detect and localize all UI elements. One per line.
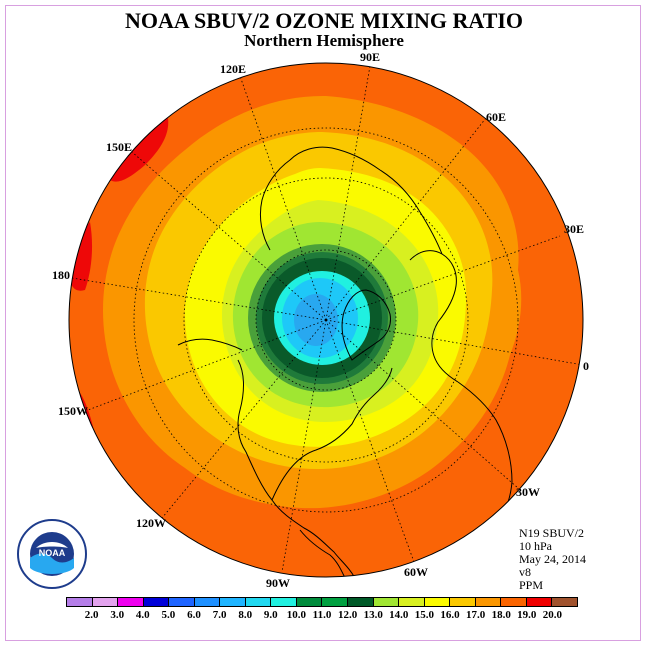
meridian-30w — [325, 319, 519, 489]
lon-label-60w: 60W — [404, 565, 428, 579]
colorbar-swatch — [245, 598, 272, 606]
info-version: v8 — [519, 565, 531, 579]
colorbar-tick-label: 9.0 — [263, 609, 278, 621]
ozone-band-7 — [294, 294, 338, 346]
colorbar-tick-label: 19.0 — [517, 609, 537, 621]
info-block: N19 SBUV/2 10 hPa May 24, 2014 v8 PPM — [519, 527, 586, 592]
meridian-30e — [325, 235, 561, 321]
colorbar-swatch — [296, 598, 323, 606]
meridian-150w — [87, 319, 327, 411]
colorbar-swatch — [67, 598, 93, 606]
map-boundary — [68, 62, 584, 578]
meridian-60w — [325, 319, 415, 563]
parallel-75n — [255, 249, 397, 391]
lon-label-30e: 30E — [564, 222, 585, 236]
coast-alaska — [177, 338, 243, 351]
lon-label-60e: 60E — [486, 110, 507, 124]
meridian-60e — [325, 117, 487, 321]
lon-label-30w: 30W — [516, 485, 540, 499]
noaa-logo: NOAA — [17, 519, 87, 589]
colorbar-swatch — [169, 598, 195, 606]
colorbar-swatch — [424, 598, 451, 606]
colorbar-swatch — [399, 598, 425, 606]
colorbar-swatch — [526, 598, 553, 606]
meridian-120e — [239, 75, 327, 321]
colorbar-swatch — [348, 598, 374, 606]
meridian-90w — [281, 319, 327, 573]
info-satellite: N19 SBUV/2 — [519, 526, 585, 540]
coast-asia — [259, 146, 443, 255]
colorbar-swatch — [373, 598, 400, 606]
colorbar-tick-label: 14.0 — [389, 609, 409, 621]
lon-label-120e: 120E — [220, 62, 247, 76]
lon-label-150w: 150W — [58, 404, 88, 418]
ozone-band-19-pacific-north — [110, 118, 169, 182]
info-units: PPM — [519, 578, 544, 592]
lon-label-180: 180 — [52, 268, 70, 282]
colorbar-tick-label: 12.0 — [337, 609, 358, 621]
colorbar-swatch — [475, 598, 502, 606]
ozone-field — [69, 63, 583, 577]
colorbar-swatch — [322, 598, 349, 606]
colorbar-swatch — [552, 598, 577, 606]
colorbar-tick-label: 10.0 — [286, 609, 307, 621]
colorbar-tick-label: 5.0 — [161, 609, 176, 621]
meridian-120w — [161, 319, 327, 519]
colorbar-tick-label: 16.0 — [440, 609, 460, 621]
colorbar — [66, 597, 578, 607]
coast-north-america — [237, 359, 393, 577]
colorbar-swatch — [450, 598, 476, 606]
lon-label-150e: 150E — [106, 140, 133, 154]
colorbar-swatch — [143, 598, 170, 606]
map-subtitle: Northern Hemisphere — [244, 31, 404, 50]
meridian-180 — [71, 277, 327, 321]
parallel-60n — [183, 177, 469, 463]
colorbar-swatch — [501, 598, 527, 606]
meridian-90e — [325, 65, 371, 321]
lon-label-90w: 90W — [266, 576, 290, 590]
meridian-0 — [325, 319, 583, 366]
info-pressure: 10 hPa — [519, 539, 552, 553]
colorbar-tick-label: 8.0 — [238, 609, 253, 621]
colorbar-tick-label: 18.0 — [491, 609, 511, 621]
colorbar-swatch — [220, 598, 246, 606]
colorbar-tick-label: 2.0 — [84, 609, 99, 621]
colorbar-tick-label: 7.0 — [212, 609, 227, 621]
meridian-150e — [131, 151, 327, 321]
map-title: NOAA SBUV/2 OZONE MIXING RATIO — [124, 8, 524, 33]
colorbar-tick-label: 4.0 — [135, 609, 150, 621]
colorbar-swatch — [118, 598, 144, 606]
lon-label-120w: 120W — [136, 516, 166, 530]
colorbar-tick-label: 20.0 — [542, 609, 563, 621]
info-date: May 24, 2014 — [519, 552, 586, 566]
coast-central-america — [299, 529, 347, 577]
lon-label-0: 0 — [583, 359, 589, 373]
coastlines — [177, 146, 513, 577]
coast-europe — [409, 250, 459, 383]
meridian-lines — [71, 65, 583, 573]
colorbar-ticks: 2.0 3.0 4.0 5.0 6.0 7.0 8.0 9.0 10.0 11.0 12.0 13.0… — [66, 609, 578, 623]
coast-greenland — [341, 289, 391, 361]
colorbar-tick-label: 11.0 — [312, 609, 332, 621]
colorbar-tick-label: 6.0 — [187, 609, 201, 621]
colorbar-tick-label: 3.0 — [110, 609, 125, 621]
colorbar-swatch — [92, 598, 119, 606]
lon-label-90e: 90E — [360, 50, 381, 64]
colorbar-swatch — [271, 598, 297, 606]
ozone-band-19-pacific-west — [70, 222, 93, 291]
colorbar-tick-label: 17.0 — [465, 609, 486, 621]
parallel-circles — [133, 127, 519, 513]
colorbar-tick-label: 13.0 — [363, 609, 383, 621]
parallel-30n — [133, 127, 519, 513]
map-frame — [5, 5, 641, 641]
colorbar-tick-label: 15.0 — [414, 609, 435, 621]
logo-text: NOAA — [39, 548, 66, 558]
colorbar-swatch — [194, 598, 221, 606]
